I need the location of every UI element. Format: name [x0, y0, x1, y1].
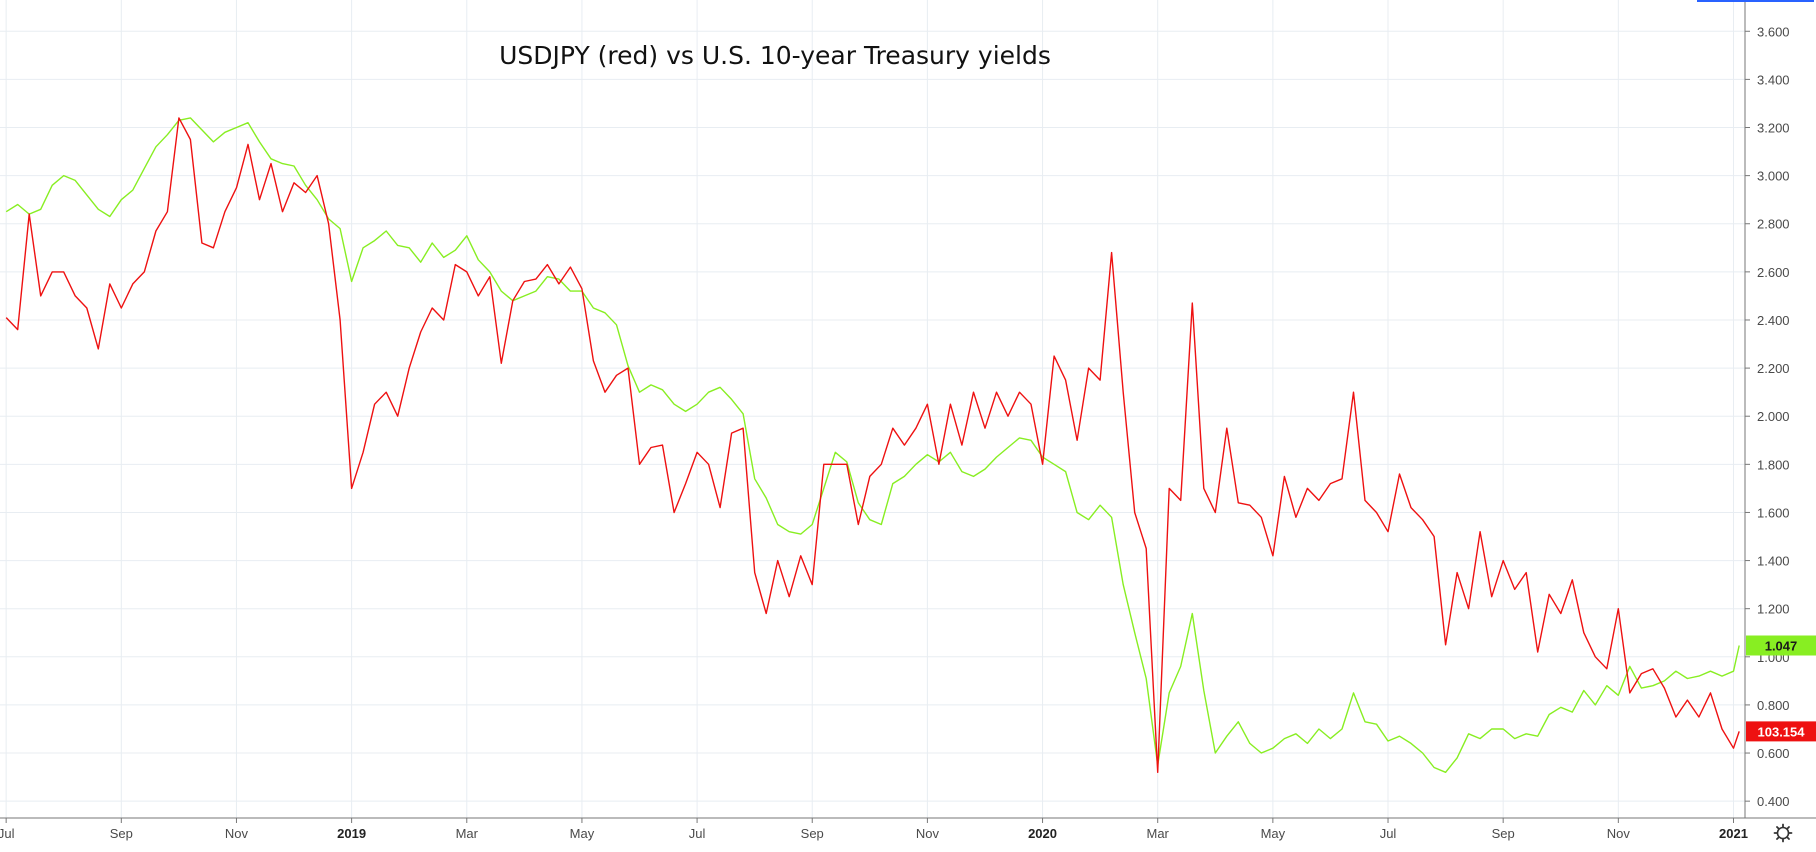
y-tick-label: 2.000 — [1757, 409, 1790, 424]
y-tick-label: 0.800 — [1757, 698, 1790, 713]
x-axis-ticks: Jul Sep Nov 2019 Mar May Jul Sep Nov 2020 Mar May Ju… — [0, 818, 1748, 841]
y-tick-label: 1.600 — [1757, 505, 1790, 520]
y-tick-label: 0.400 — [1757, 794, 1790, 809]
series-layer — [5, 117, 1740, 773]
y-tick-label: 0.600 — [1757, 746, 1790, 761]
x-tick-label: Nov — [1607, 826, 1631, 841]
x-tick-label: Jul — [0, 826, 15, 841]
y-tick-label: 2.600 — [1757, 265, 1790, 280]
last-value-label: 1.047 — [1765, 638, 1798, 653]
settings-gear-icon[interactable] — [1773, 823, 1793, 843]
x-tick-label: Sep — [1492, 826, 1515, 841]
x-tick-label: Sep — [801, 826, 824, 841]
x-tick-label: May — [1261, 826, 1286, 841]
x-tick-label: May — [570, 826, 595, 841]
y-tick-label: 3.200 — [1757, 121, 1790, 136]
x-tick-label: Mar — [1147, 826, 1170, 841]
last-value-badge — [1746, 635, 1816, 656]
y-tick-label: 3.000 — [1757, 169, 1790, 184]
series-line-0 — [5, 117, 1740, 773]
last-value-badges: 1.047 103.154 — [1746, 635, 1816, 742]
last-value-badge — [1746, 721, 1816, 742]
y-tick-label: 2.800 — [1757, 217, 1790, 232]
y-tick-label: 3.400 — [1757, 72, 1790, 87]
y-tick-label: 2.200 — [1757, 361, 1790, 376]
x-tick-label: Mar — [456, 826, 479, 841]
x-tick-label: 2019 — [337, 826, 366, 841]
x-tick-label: Sep — [110, 826, 133, 841]
y-tick-label: 2.400 — [1757, 313, 1790, 328]
x-tick-label: Nov — [916, 826, 940, 841]
y-tick-label: 1.800 — [1757, 457, 1790, 472]
x-tick-label: 2021 — [1719, 826, 1748, 841]
last-value-label: 103.154 — [1758, 724, 1806, 739]
chart-title: USDJPY (red) vs U.S. 10-year Treasury yi… — [499, 41, 1051, 70]
grid-lines — [0, 0, 1745, 818]
series-line-1 — [5, 117, 1740, 773]
y-tick-label: 3.600 — [1757, 24, 1790, 39]
y-tick-label: 1.400 — [1757, 554, 1790, 569]
x-tick-label: Nov — [225, 826, 249, 841]
axes — [0, 0, 1816, 819]
x-tick-label: Jul — [1380, 826, 1397, 841]
y-tick-label: 1.200 — [1757, 602, 1790, 617]
x-tick-label: Jul — [689, 826, 706, 841]
x-tick-label: 2020 — [1028, 826, 1057, 841]
